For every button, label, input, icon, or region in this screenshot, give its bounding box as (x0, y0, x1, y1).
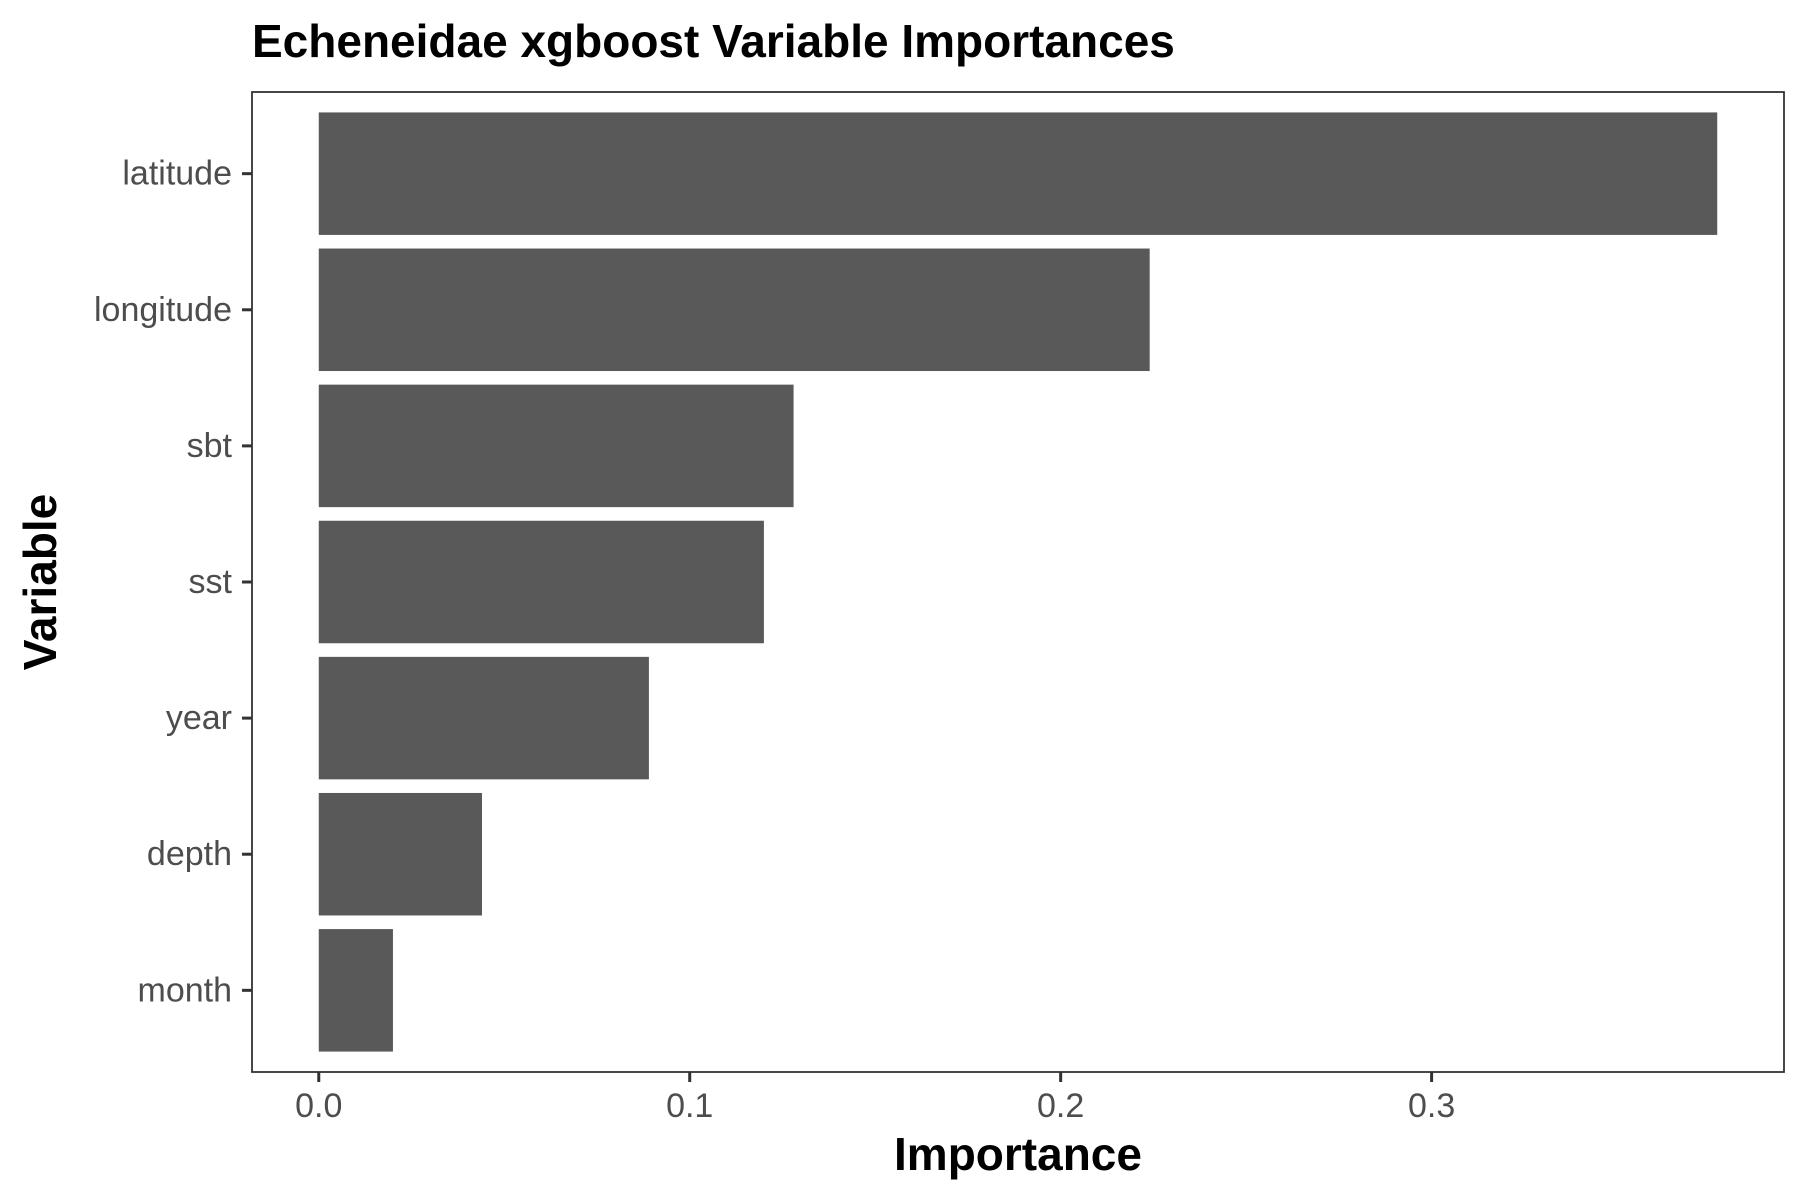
chart-title: Echeneidae xgboost Variable Importances (252, 15, 1175, 67)
y-tick-label: depth (147, 835, 232, 873)
bars-group (318, 112, 1718, 1052)
x-tick-label: 0.0 (295, 1087, 342, 1125)
bar-month (318, 929, 393, 1052)
x-tick-label: 0.1 (666, 1087, 713, 1125)
bar-longitude (318, 248, 1150, 372)
x-tick-label: 0.3 (1408, 1087, 1455, 1125)
bar-year (318, 656, 649, 780)
x-tick-label: 0.2 (1037, 1087, 1084, 1125)
x-axis: 0.0 0.1 0.2 0.3 (295, 1072, 1455, 1125)
bar-sbt (318, 384, 794, 508)
y-tick-label: month (138, 971, 233, 1009)
bar-depth (318, 792, 482, 916)
y-tick-label: sbt (187, 427, 233, 465)
x-axis-title: Importance (894, 1128, 1142, 1180)
y-axis-title: Variable (14, 494, 66, 670)
y-axis: latitude longitude sbt sst year depth month (94, 155, 252, 1009)
y-tick-label: year (166, 699, 232, 737)
bar-sst (318, 520, 764, 644)
y-tick-label: latitude (122, 155, 232, 193)
y-tick-label: sst (189, 563, 233, 601)
y-tick-label: longitude (94, 291, 232, 329)
bar-latitude (318, 112, 1718, 235)
